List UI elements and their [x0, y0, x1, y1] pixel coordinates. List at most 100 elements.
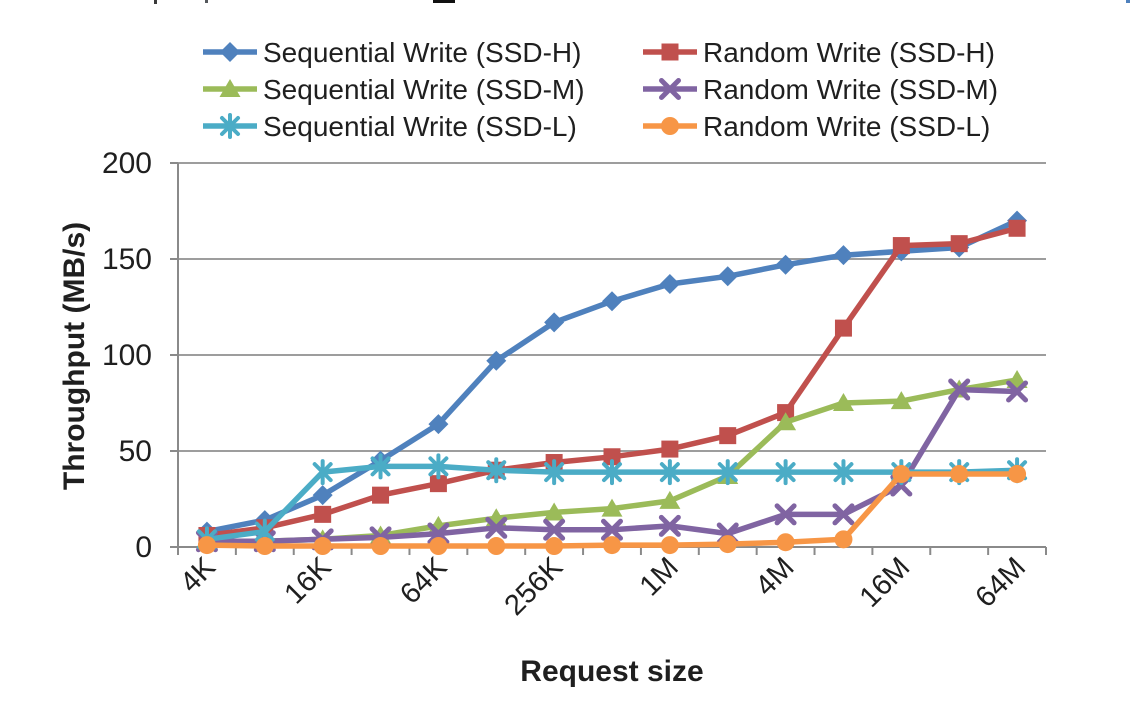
triangle-marker-icon	[219, 79, 241, 97]
diamond-marker-icon	[544, 312, 565, 333]
cropped-text-fragment	[205, 0, 208, 3]
square-marker-icon	[661, 440, 679, 458]
x-tick-label: 16K	[278, 551, 338, 611]
circle-marker-icon	[197, 536, 216, 555]
asterisk-marker-icon	[370, 453, 391, 480]
legend-item: Random Write (SSD-H)	[643, 37, 995, 68]
square-marker-icon	[950, 235, 968, 253]
asterisk-marker-icon	[220, 113, 240, 139]
square-marker-icon	[661, 43, 679, 61]
legend-label: Random Write (SSD-H)	[703, 37, 995, 68]
cropped-text-fragment	[1126, 0, 1130, 3]
legend-label: Sequential Write (SSD-L)	[263, 111, 577, 142]
chart-legend: Sequential Write (SSD-H) Random Write (SS…	[203, 37, 998, 142]
circle-marker-icon	[487, 537, 506, 556]
legend-item: Sequential Write (SSD-L)	[203, 111, 577, 142]
legend-item: Sequential Write (SSD-H)	[203, 37, 581, 68]
x-tick-label: 1M	[634, 551, 685, 602]
diamond-marker-icon	[833, 245, 854, 266]
x-marker-icon	[543, 518, 566, 541]
y-tick-label: 200	[102, 147, 152, 180]
diamond-marker-icon	[428, 414, 449, 435]
circle-marker-icon	[892, 465, 911, 484]
legend-label: Random Write (SSD-L)	[703, 111, 990, 142]
cropped-text-fragment	[433, 0, 455, 3]
x-marker-icon	[1006, 380, 1029, 403]
diamond-marker-icon	[717, 266, 738, 287]
asterisk-marker-icon	[312, 459, 333, 486]
x-marker-icon	[601, 518, 623, 541]
cropped-text-fragment	[154, 0, 157, 4]
square-marker-icon	[314, 505, 332, 523]
square-marker-icon	[719, 427, 737, 445]
legend-item: Random Write (SSD-L)	[643, 111, 990, 142]
series-sequential-write-ssd-h	[196, 210, 1028, 542]
y-tick-label: 150	[102, 243, 152, 276]
square-marker-icon	[603, 448, 621, 466]
square-marker-icon	[429, 475, 447, 493]
triangle-marker-icon	[890, 391, 912, 410]
legend-item: Sequential Write (SSD-M)	[203, 74, 585, 105]
triangle-marker-icon	[601, 498, 623, 517]
legend-label: Sequential Write (SSD-M)	[263, 74, 585, 105]
circle-marker-icon	[950, 465, 969, 484]
circle-marker-icon	[313, 537, 332, 556]
x-marker-icon	[774, 503, 797, 526]
square-marker-icon	[834, 319, 852, 337]
x-marker-icon	[948, 378, 971, 401]
x-tick-label: 4K	[174, 551, 222, 599]
circle-marker-icon	[371, 537, 390, 556]
circle-marker-icon	[255, 537, 274, 556]
diamond-marker-icon	[659, 273, 680, 294]
x-marker-icon	[658, 514, 681, 537]
circle-marker-icon	[429, 537, 448, 556]
triangle-marker-icon	[775, 412, 797, 431]
tick-label-layer: 0 50 100 150 200 4K 16K 64K 256K 1M 4M 16M 64M	[102, 147, 1032, 622]
diamond-marker-icon	[312, 485, 333, 506]
diamond-marker-icon	[602, 291, 622, 312]
square-marker-icon	[892, 237, 910, 255]
x-axis-title: Request size	[520, 655, 703, 688]
circle-marker-icon	[1008, 465, 1027, 484]
diamond-marker-icon	[486, 350, 507, 371]
triangle-marker-icon	[659, 490, 681, 509]
triangle-marker-icon	[543, 502, 565, 521]
asterisk-marker-icon	[717, 459, 738, 486]
triangle-marker-icon	[832, 393, 854, 411]
circle-marker-icon	[660, 536, 679, 555]
x-tick-label: 64M	[969, 551, 1032, 614]
circle-marker-icon	[545, 537, 564, 556]
square-marker-icon	[372, 486, 390, 504]
asterisk-marker-icon	[486, 457, 507, 484]
asterisk-marker-icon	[428, 453, 449, 480]
diamond-marker-icon	[775, 254, 796, 275]
x-marker-icon	[832, 503, 855, 526]
asterisk-marker-icon	[602, 459, 622, 486]
legend-label: Random Write (SSD-M)	[703, 74, 998, 105]
circle-marker-icon	[603, 536, 621, 555]
x-tick-label: 16M	[854, 551, 917, 614]
y-tick-label: 0	[135, 531, 152, 564]
series-layer	[195, 210, 1029, 556]
circle-marker-icon	[834, 530, 853, 549]
circle-marker-icon	[718, 535, 737, 554]
asterisk-marker-icon	[833, 459, 854, 486]
asterisk-marker-icon	[544, 459, 565, 486]
circle-marker-icon	[776, 533, 795, 552]
legend-item: Random Write (SSD-M)	[643, 74, 998, 105]
x-tick-label: 64K	[394, 551, 454, 611]
legend-label: Sequential Write (SSD-H)	[263, 37, 581, 68]
diamond-marker-icon	[220, 42, 240, 62]
x-tick-label: 256K	[499, 551, 570, 622]
y-tick-label: 50	[119, 435, 152, 468]
x-tick-label: 4M	[749, 551, 800, 602]
x-marker-icon	[485, 516, 508, 539]
asterisk-marker-icon	[775, 459, 796, 486]
y-tick-label: 100	[102, 339, 152, 372]
square-marker-icon	[1008, 219, 1026, 237]
x-marker-icon	[659, 78, 681, 100]
series-random-write-ssd-l	[197, 465, 1027, 556]
y-axis-title: Throughput (MB/s)	[58, 222, 91, 490]
